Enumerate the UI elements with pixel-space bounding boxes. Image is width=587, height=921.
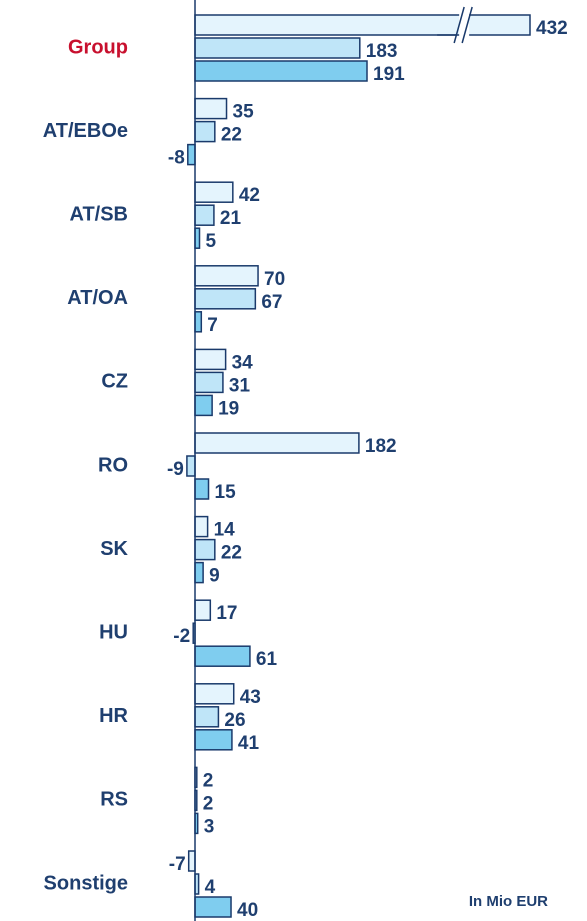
data-label: 191	[373, 64, 405, 85]
category-label: CZ	[101, 371, 128, 393]
bar	[194, 204, 215, 226]
bar	[194, 683, 235, 705]
unit-note: In Mio EUR	[469, 893, 548, 910]
data-label: 17	[216, 603, 237, 624]
category-label: RS	[100, 789, 128, 811]
data-label: 40	[237, 900, 258, 921]
bar	[194, 599, 212, 621]
data-label: 21	[220, 208, 242, 229]
bar	[194, 432, 360, 454]
bar	[187, 143, 196, 166]
bar	[194, 181, 234, 203]
data-label: 31	[229, 375, 251, 396]
category-label: RO	[98, 454, 128, 476]
data-label: -2	[173, 626, 190, 647]
data-label: -8	[168, 148, 185, 169]
category-label: HR	[99, 705, 128, 727]
data-label: 43	[240, 687, 261, 708]
bar	[194, 706, 220, 728]
bar	[194, 538, 216, 561]
axis-break-mark	[461, 6, 473, 44]
bar	[194, 60, 368, 82]
category-label: AT/EBOe	[43, 120, 128, 142]
category-label: HU	[99, 621, 128, 643]
data-label: 15	[215, 482, 237, 503]
bar	[194, 311, 203, 333]
data-label: 22	[221, 125, 242, 146]
data-label: 7	[207, 315, 218, 336]
bar	[194, 97, 228, 120]
data-label: 14	[214, 520, 236, 541]
axis-break-mark	[453, 6, 465, 44]
bar	[194, 645, 251, 667]
category-label: Sonstige	[44, 872, 128, 894]
data-label: 432	[536, 18, 568, 39]
bar	[194, 729, 233, 751]
data-label: 182	[365, 436, 397, 457]
data-label: 3	[204, 816, 215, 837]
category-label: AT/SB	[69, 203, 128, 225]
data-label: 19	[218, 398, 239, 419]
bar	[194, 394, 213, 417]
axis-break-gap	[459, 7, 470, 43]
bar	[194, 288, 257, 310]
data-label: -7	[169, 854, 186, 875]
data-label: 70	[264, 269, 285, 290]
bar	[186, 455, 196, 477]
data-label: 26	[224, 710, 245, 731]
data-label: 35	[233, 102, 255, 123]
category-label: SK	[100, 538, 128, 560]
data-label: 2	[203, 770, 214, 791]
bar	[194, 478, 210, 500]
bar	[194, 37, 361, 59]
bar	[194, 265, 259, 287]
category-label: AT/OA	[67, 287, 128, 309]
data-label: 61	[256, 649, 278, 670]
bar	[194, 896, 232, 918]
data-label: 41	[238, 733, 260, 754]
bar	[187, 850, 196, 872]
bar	[194, 14, 531, 36]
category-label: Group	[68, 36, 128, 58]
data-label: 4	[205, 877, 216, 898]
bar	[194, 120, 216, 143]
data-label: 34	[232, 352, 254, 373]
data-label: 183	[366, 41, 398, 62]
data-label: 2	[203, 793, 214, 814]
data-label: 5	[206, 231, 217, 252]
bar	[194, 561, 204, 584]
data-label: 22	[221, 543, 242, 564]
bar	[194, 371, 224, 394]
data-label: -9	[167, 459, 184, 480]
data-label: 67	[261, 292, 282, 313]
bar	[194, 515, 209, 538]
data-label: 42	[239, 185, 260, 206]
data-label: 9	[209, 566, 220, 587]
bar	[194, 348, 227, 371]
